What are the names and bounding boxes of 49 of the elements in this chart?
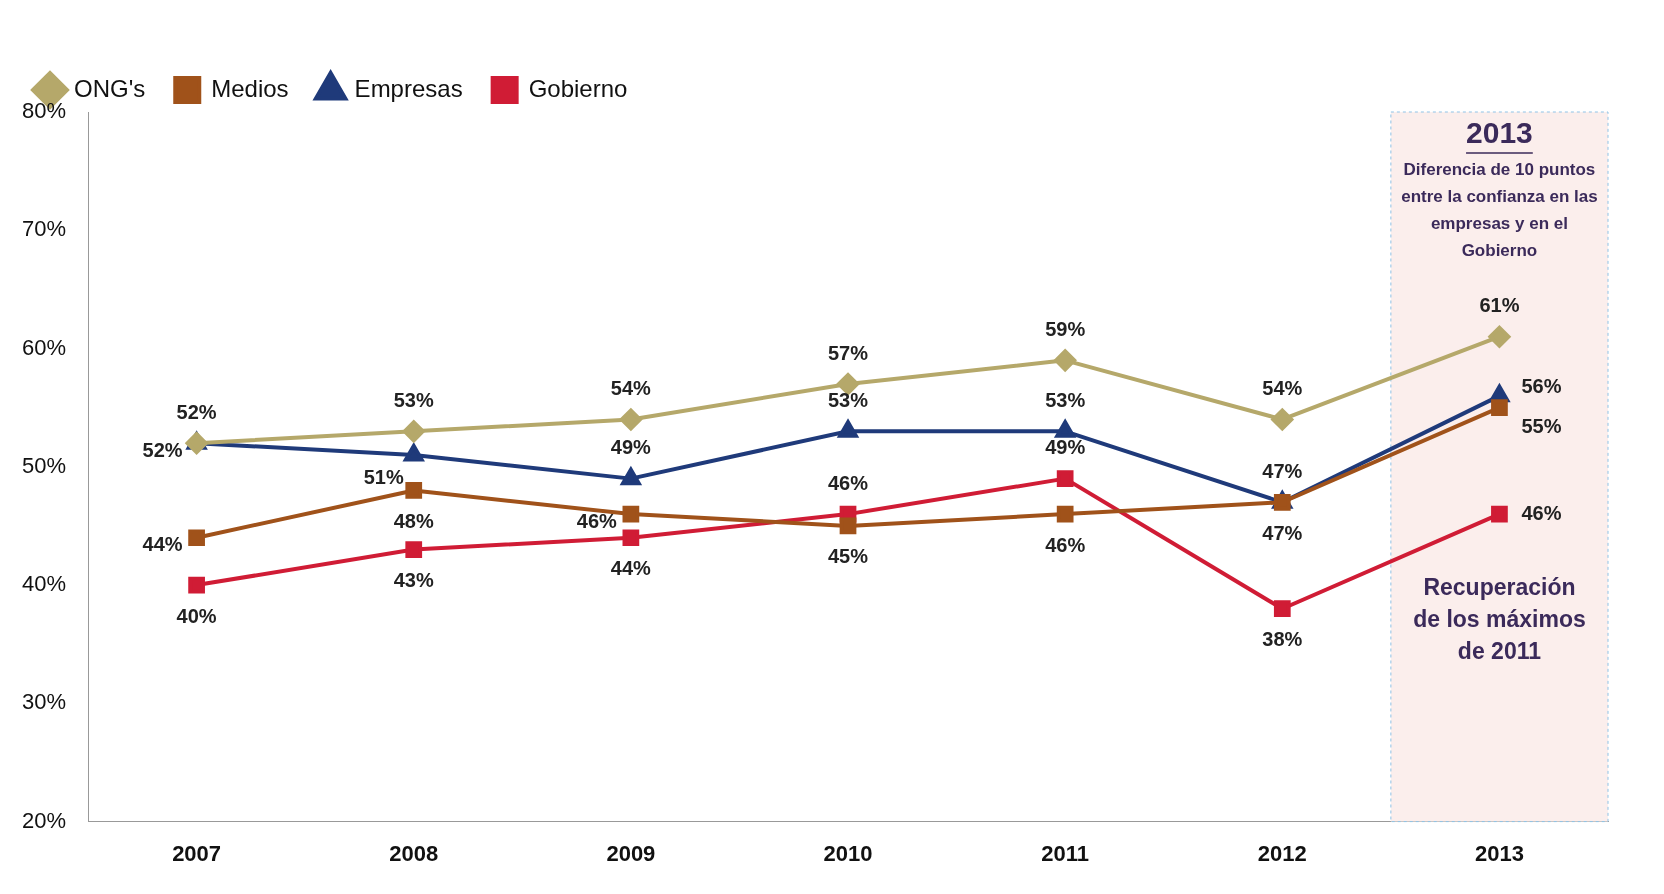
data-label: 55% (1521, 415, 1562, 438)
data-label: 54% (1262, 377, 1303, 400)
data-label: 46% (828, 471, 869, 494)
x-tick-label: 2012 (1257, 840, 1307, 866)
annotation: Recuperación de los máximos de 2011 (1413, 574, 1586, 665)
data-label: 53% (828, 388, 869, 411)
band-label: 2013 (1466, 116, 1533, 150)
data-label: 46% (1045, 533, 1086, 556)
x-tick-label: 2010 (823, 840, 873, 866)
data-label: 45% (828, 545, 869, 568)
y-tick-label: 80% (21, 98, 67, 124)
annotation: Diferencia de 10 puntos entre la confianza en las empresas y en el Gobierno (1401, 160, 1598, 261)
legend-label: Gobierno (528, 74, 628, 102)
legend-label: ONG's (74, 74, 146, 102)
data-label: 38% (1262, 628, 1303, 651)
y-tick-label: 30% (21, 689, 67, 715)
x-tick-label: 2009 (606, 840, 656, 866)
data-label: 40% (176, 604, 217, 627)
data-label: 53% (1045, 388, 1086, 411)
x-tick-label: 2013 (1474, 840, 1524, 866)
y-tick-label: 40% (21, 571, 67, 597)
data-label: 61% (1479, 294, 1520, 317)
data-label: 59% (1045, 317, 1086, 340)
data-label: 52% (142, 438, 183, 461)
data-label: 46% (1521, 501, 1562, 524)
data-label: 52% (176, 400, 217, 423)
data-label: 54% (610, 377, 652, 400)
data-label: 43% (393, 569, 434, 592)
y-tick-label: 50% (21, 452, 67, 478)
y-tick-label: 70% (21, 216, 67, 242)
data-label: 47% (1262, 521, 1303, 544)
data-label: 49% (1045, 436, 1086, 459)
x-tick-label: 2011 (1041, 840, 1090, 866)
data-label: 48% (393, 509, 434, 532)
x-tick-label: 2008 (389, 840, 439, 866)
data-label: 56% (1521, 375, 1562, 398)
data-label: 51% (363, 466, 404, 489)
legend-label: Empresas (354, 74, 463, 102)
x-tick-label: 2007 (172, 840, 222, 866)
data-label: 47% (1262, 459, 1303, 482)
data-label: 57% (828, 341, 869, 364)
data-label: 46% (576, 509, 618, 532)
data-label: 53% (393, 388, 434, 411)
y-tick-label: 60% (21, 334, 67, 360)
legend-label: Medios (211, 74, 289, 102)
y-tick-label: 20% (21, 807, 67, 833)
data-label: 44% (610, 557, 652, 580)
data-label: 49% (610, 436, 652, 459)
data-label: 44% (142, 533, 183, 556)
